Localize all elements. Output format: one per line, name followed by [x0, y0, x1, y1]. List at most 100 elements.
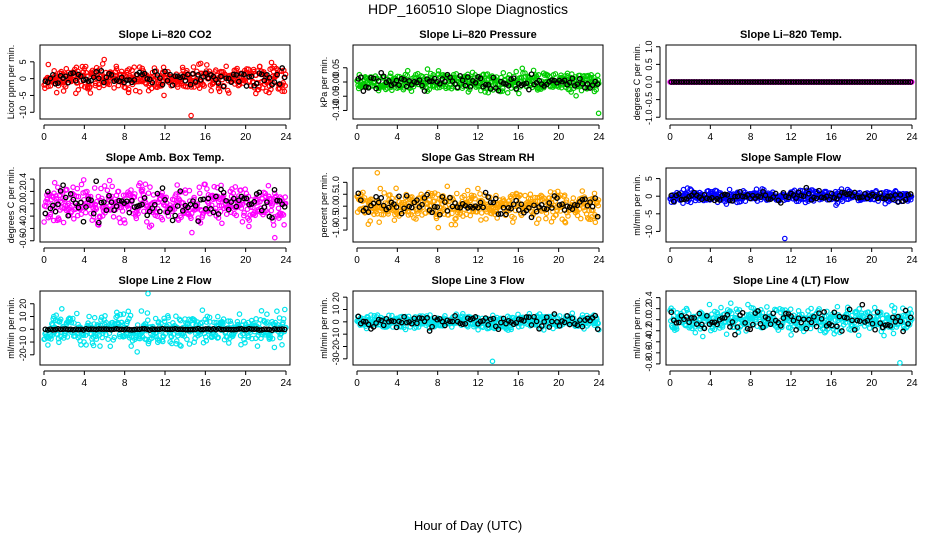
data-point [239, 219, 246, 225]
data-point [159, 216, 166, 223]
data-point [279, 88, 285, 95]
x-tick-label: 0 [41, 255, 47, 266]
y-tick-label: -0.2 [18, 208, 28, 224]
data-point [95, 222, 102, 228]
data-point [519, 65, 526, 72]
x-tick-label: 20 [240, 255, 252, 266]
black-data-point [93, 178, 100, 185]
data-point [121, 217, 127, 223]
y-tick-label: 0.05 [331, 59, 341, 77]
y-axis-label: Licor ppm per min. [6, 45, 16, 120]
y-axis-label: degrees C per min. [632, 44, 642, 121]
black-data-point [477, 75, 484, 82]
black-data-point [872, 79, 878, 85]
y-axis-label: kPa per min. [319, 57, 329, 108]
panel-5: Slope Gas Stream RH0 4 8 12 16 20 24-1.0-0.50.… [319, 152, 605, 266]
x-tick-label: 0 [354, 378, 360, 389]
black-data-point [862, 79, 868, 85]
x-tick-label: 4 [708, 132, 714, 143]
black-data-point [396, 82, 402, 88]
y-tick-label: 0.0 [331, 200, 341, 213]
x-tick-label: 16 [826, 132, 838, 143]
black-data-point [775, 79, 782, 85]
data-point [535, 72, 542, 78]
data-point [478, 217, 484, 223]
data-point [86, 313, 92, 320]
black-data-point [510, 75, 517, 82]
data-point [466, 86, 473, 93]
data-point [122, 220, 128, 226]
x-tick-label: 24 [593, 378, 605, 389]
data-point [254, 343, 261, 349]
data-point [137, 180, 143, 186]
black-data-point [676, 79, 682, 85]
data-point [764, 304, 770, 310]
data-point [196, 184, 203, 191]
black-data-point [686, 79, 692, 85]
black-data-point [373, 193, 379, 200]
black-data-point [701, 79, 708, 85]
black-data-point [577, 75, 583, 82]
x-tick-label: 8 [122, 378, 128, 389]
data-point [483, 216, 489, 222]
x-tick-label: 24 [593, 132, 605, 143]
black-data-point [793, 79, 799, 85]
black-data-point [157, 75, 163, 81]
x-tick-label: 4 [708, 255, 714, 266]
y-tick-label: -0.05 [331, 86, 341, 107]
data-point [97, 214, 103, 221]
data-point [75, 193, 82, 200]
data-point [387, 70, 394, 77]
black-data-point [691, 79, 698, 85]
data-point [513, 68, 520, 75]
black-data-point [780, 79, 787, 85]
x-tick-label: 4 [82, 255, 88, 266]
black-data-point [375, 78, 382, 84]
panel-title: Slope Amb. Box Temp. [106, 152, 225, 164]
data-point [59, 205, 65, 211]
black-data-point [200, 73, 207, 80]
black-data-point [869, 79, 876, 85]
black-data-point [566, 79, 573, 86]
data-point [137, 89, 143, 95]
black-data-point [378, 195, 385, 201]
black-data-point [363, 84, 369, 90]
black-data-point [767, 79, 774, 85]
black-data-point [167, 71, 173, 78]
black-data-point [172, 212, 179, 219]
black-data-point [98, 67, 105, 74]
black-data-point [169, 82, 176, 89]
black-data-point [788, 79, 794, 85]
data-point [591, 190, 598, 197]
data-point [64, 186, 70, 193]
data-point [424, 66, 431, 72]
black-data-point [426, 78, 433, 85]
data-point [485, 89, 492, 96]
data-point [87, 84, 93, 90]
black-data-point [884, 79, 891, 85]
data-point [91, 185, 98, 191]
x-tick-label: 16 [826, 255, 838, 266]
black-data-point [274, 71, 280, 78]
y-tick-label: -0.4 [18, 221, 28, 237]
x-tick-label: 8 [748, 378, 754, 389]
x-tick-label: 0 [354, 255, 360, 266]
data-point [78, 82, 85, 89]
x-tick-label: 8 [122, 132, 128, 143]
black-data-point [426, 328, 433, 334]
black-data-point [892, 79, 899, 85]
black-data-point [233, 72, 240, 78]
data-point [50, 217, 57, 224]
y-tick-label: -1.0 [644, 109, 654, 125]
black-data-point [230, 71, 237, 78]
data-point [144, 219, 150, 225]
data-point [101, 183, 108, 189]
black-data-point [266, 74, 273, 81]
data-point [47, 211, 54, 218]
y-tick-label: 20 [18, 299, 28, 309]
data-point [116, 215, 122, 221]
data-point [82, 209, 89, 216]
black-data-point [202, 70, 209, 76]
